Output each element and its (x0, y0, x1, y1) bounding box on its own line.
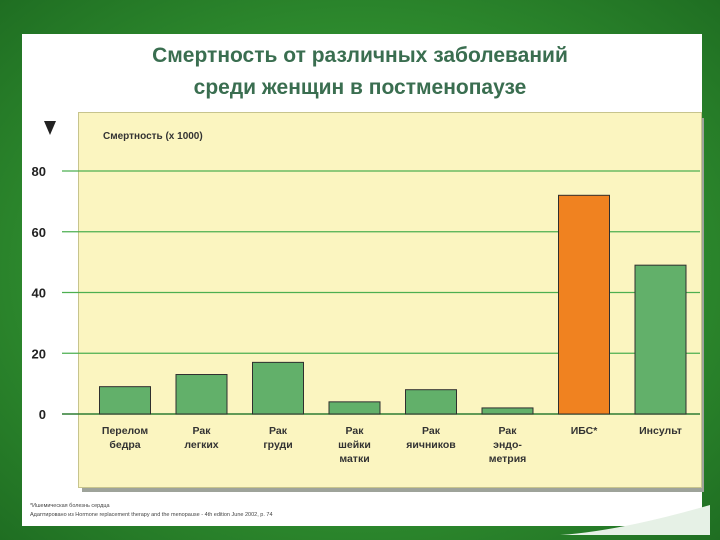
y-tick-label: 80 (32, 164, 46, 179)
bar (99, 386, 151, 415)
chart-subtitle: среди женщин в постменопаузе (193, 76, 527, 99)
y-tick-label: 20 (32, 346, 46, 361)
category-label: Рак (499, 425, 518, 437)
bar (252, 361, 304, 415)
y-tick-label: 0 (39, 407, 46, 422)
category-label: бедра (109, 439, 140, 451)
decorative-swoosh (560, 505, 710, 535)
bar (558, 194, 610, 415)
category-label: метрия (489, 453, 527, 465)
bar (175, 374, 228, 415)
category-label: ИБС* (571, 425, 599, 437)
category-label: Рак (346, 425, 365, 437)
footnote-abbreviation: *Ишемическая болезнь сердца (30, 503, 110, 509)
y-axis-label: Смертность (x 1000) (103, 131, 203, 142)
category-label: груди (263, 439, 292, 451)
bar (481, 407, 534, 415)
bar (328, 401, 381, 415)
category-label: шейки (338, 439, 371, 451)
category-label: яичников (406, 439, 456, 451)
bar (405, 389, 457, 415)
y-tick-label: 60 (32, 225, 46, 240)
down-arrow-icon (44, 121, 56, 135)
category-label: Инсульт (639, 425, 682, 437)
bar (634, 264, 687, 415)
category-label: эндо- (493, 439, 522, 451)
category-label: легких (184, 439, 218, 451)
footnote-source: Адаптировано из Hormone replacement ther… (30, 512, 273, 518)
chart-title: Смертность от различных заболеваний (152, 44, 568, 67)
y-tick-label: 40 (32, 286, 46, 301)
category-label: матки (339, 453, 369, 465)
category-label: Рак (269, 425, 288, 437)
category-label: Рак (422, 425, 441, 437)
category-label: Перелом (102, 425, 148, 437)
category-label: Рак (193, 425, 212, 437)
